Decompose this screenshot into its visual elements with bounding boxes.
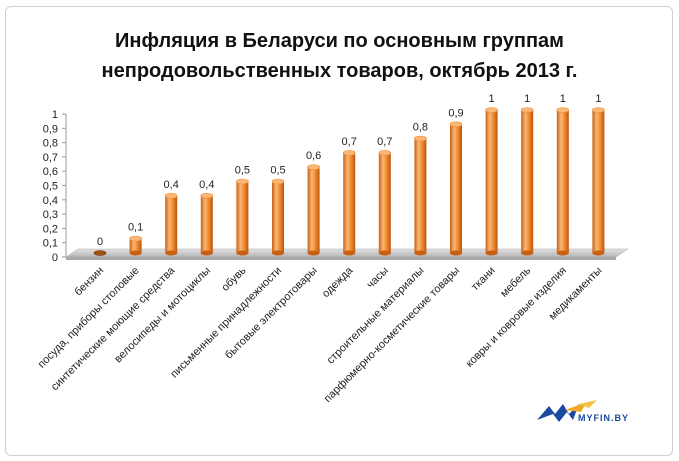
data-label: 0,9 xyxy=(448,107,463,119)
data-label: 1 xyxy=(489,93,495,105)
chart-title-line-1: Инфляция в Беларуси по основным группам xyxy=(115,30,564,52)
data-labels: 0 0,1 0,4 0,4 0,5 0,5 0,6 0,7 0,7 0,8 0,9 1 1 1 1 xyxy=(97,93,602,248)
y-tick-label: 0,4 xyxy=(43,195,58,207)
data-label: 1 xyxy=(560,93,566,105)
category-label: мебель xyxy=(498,264,533,299)
floor-front xyxy=(66,257,616,260)
data-label: 0,6 xyxy=(306,150,321,162)
data-label: 1 xyxy=(595,93,601,105)
y-tick-label: 0,2 xyxy=(43,223,58,235)
bar xyxy=(307,164,320,256)
category-label: парфюмерно-косметические товары xyxy=(322,265,462,405)
bar xyxy=(342,150,356,256)
bar xyxy=(414,135,427,256)
data-label: 0,4 xyxy=(164,179,179,191)
bar xyxy=(485,107,498,256)
data-label: 0,5 xyxy=(270,165,285,177)
myfin-logo-icon xyxy=(537,400,597,422)
bar xyxy=(449,121,463,256)
y-tick-label: 0,1 xyxy=(43,238,58,250)
data-label: 0,4 xyxy=(199,179,214,191)
data-label: 0,7 xyxy=(377,136,392,148)
category-label: обувь xyxy=(219,264,248,293)
bar xyxy=(592,107,605,256)
bar xyxy=(93,250,107,256)
y-tick-label: 0,3 xyxy=(43,209,58,221)
logo-text: MYFIN.BY xyxy=(578,413,630,423)
data-label: 0,7 xyxy=(342,136,357,148)
y-tick-label: 0,5 xyxy=(43,181,58,193)
category-label: одежда xyxy=(320,264,356,300)
y-axis: 0 0,1 0,2 0,3 0,4 0,5 0,6 0,7 0,8 0,9 1 xyxy=(43,109,67,264)
bar xyxy=(236,178,249,256)
y-tick-label: 0,9 xyxy=(43,123,58,135)
y-tick-label: 0,7 xyxy=(43,152,58,164)
data-label: 0 xyxy=(97,236,103,248)
bar xyxy=(378,150,392,256)
data-label: 0,5 xyxy=(235,165,250,177)
y-tick-label: 0,6 xyxy=(43,166,58,178)
bar xyxy=(164,193,178,256)
bar xyxy=(520,107,534,256)
category-label: ткани xyxy=(469,265,498,294)
data-label: 0,1 xyxy=(128,222,143,234)
category-label: часы xyxy=(365,265,391,291)
data-label: 0,8 xyxy=(413,122,428,134)
bar xyxy=(129,235,142,256)
bars xyxy=(93,107,605,256)
bar xyxy=(271,178,285,256)
category-label: бензин xyxy=(72,265,106,299)
bar xyxy=(556,107,570,256)
y-tick-label: 0,8 xyxy=(43,138,58,150)
data-label: 1 xyxy=(524,93,530,105)
chart-title: Инфляция в Беларуси по основным группам … xyxy=(0,26,679,86)
bar xyxy=(200,193,214,256)
chart-title-line-2: непродовольственных товаров, октябрь 201… xyxy=(101,60,578,82)
y-tick-label: 1 xyxy=(52,109,58,121)
y-tick-label: 0 xyxy=(52,252,58,264)
